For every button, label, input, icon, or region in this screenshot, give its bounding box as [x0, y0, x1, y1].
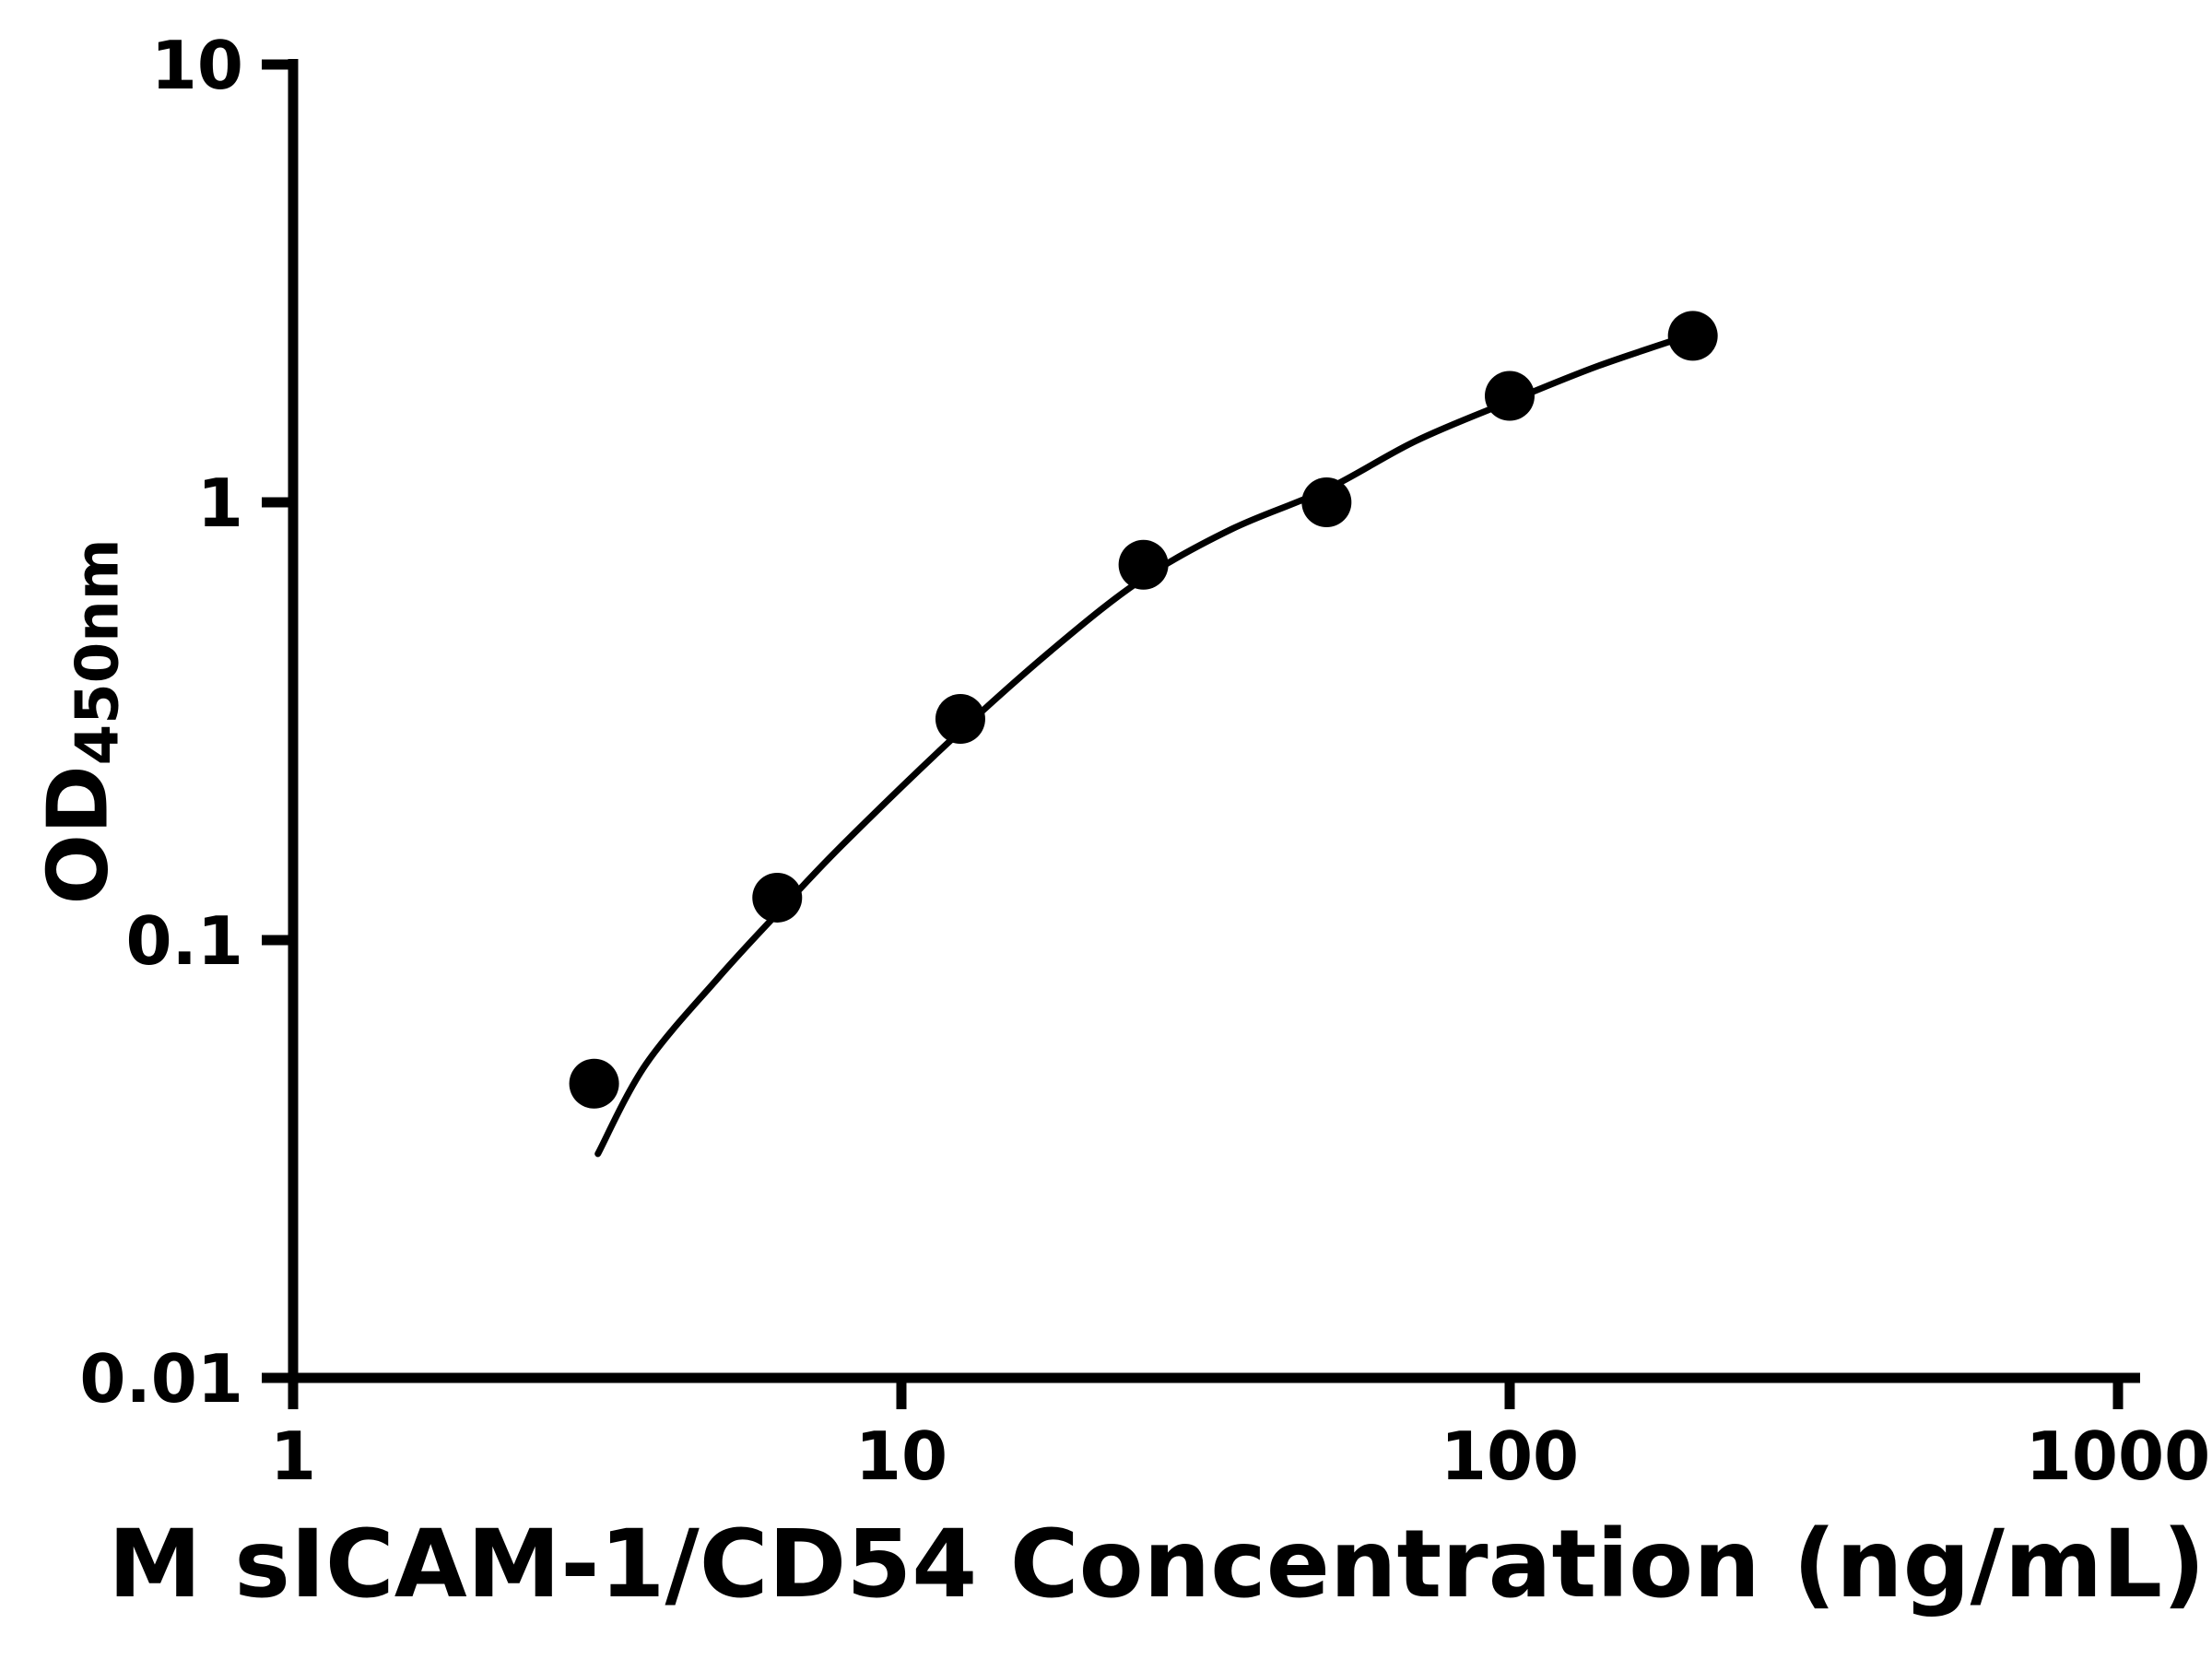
y-axis-title: OD450nm	[30, 538, 133, 904]
data-point	[752, 872, 803, 923]
y-axis-title-main: OD	[29, 765, 127, 905]
y-tick-label: 0.01	[79, 1340, 243, 1418]
x-tick-label: 1	[270, 1418, 316, 1495]
x-tick-label: 1000	[2026, 1418, 2210, 1495]
y-axis-title-subscript: 450nm	[64, 538, 133, 766]
data-point	[935, 694, 985, 745]
data-point	[1118, 539, 1169, 590]
data-point	[569, 1058, 619, 1109]
fit-curve	[594, 328, 1703, 1158]
y-tick-label: 0.1	[125, 902, 243, 980]
data-point	[1667, 311, 1718, 361]
x-tick-label: 10	[855, 1418, 947, 1495]
data-point	[1301, 477, 1352, 527]
x-tick-label: 100	[1441, 1418, 1579, 1495]
x-axis-title: M sICAM-1/CD54 Concentration (ng/mL)	[108, 1510, 2206, 1619]
y-tick-label: 10	[151, 27, 243, 104]
y-tick-label: 1	[197, 465, 243, 542]
data-point	[1485, 371, 1535, 421]
